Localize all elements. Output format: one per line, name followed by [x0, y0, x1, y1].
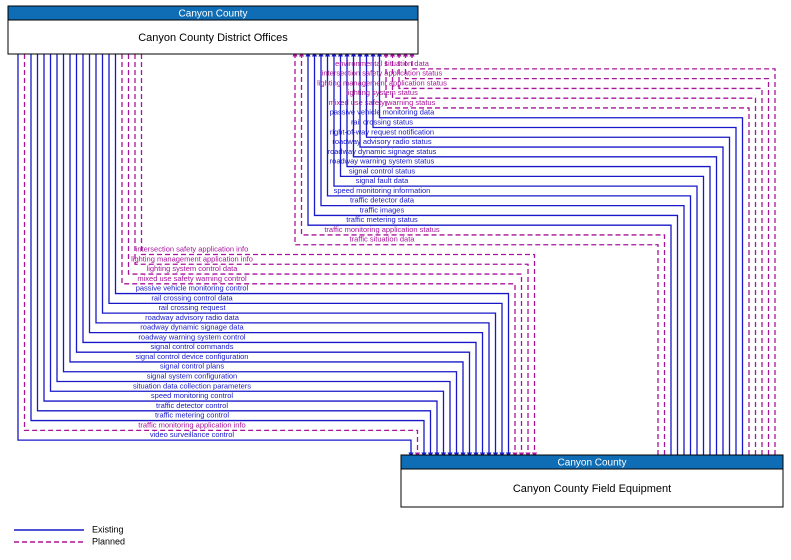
- legend-planned-label: Planned: [92, 536, 125, 546]
- flow-down-label-10: signal control commands: [151, 342, 234, 351]
- flow-down-label-8: roadway dynamic signage data: [140, 323, 244, 332]
- bottom-box: Canyon County Canyon County Field Equipme…: [401, 455, 783, 507]
- flow-up-label-4: mixed use safety warning status: [329, 98, 436, 107]
- top-box: Canyon County Canyon County District Offi…: [8, 6, 418, 54]
- flow-down-label-12: signal control plans: [160, 362, 224, 371]
- flow-up-label-13: speed monitoring information: [334, 186, 431, 195]
- flow-up-label-17: traffic monitoring application status: [324, 225, 440, 234]
- flow-down-label-19: video surveillance control: [150, 430, 235, 439]
- flow-down-label-1: lighting management application info: [131, 254, 253, 263]
- flow-down-label-13: signal system configuration: [147, 372, 237, 381]
- flow-up-label-2: lighting management application status: [317, 78, 447, 87]
- flow-down-label-2: lighting system control data: [147, 264, 239, 273]
- flow-up-label-18: traffic situation data: [350, 235, 416, 244]
- flow-up-label-0: environmental situation data: [335, 59, 430, 68]
- flow-down-label-7: roadway advisory radio data: [145, 313, 240, 322]
- flow-up-label-6: rail crossing status: [351, 118, 413, 127]
- flow-down-label-15: speed monitoring control: [151, 391, 233, 400]
- flow-up-label-5: passive vehicle monitoring data: [330, 108, 435, 117]
- flow-down-label-4: passive vehicle monitoring control: [136, 284, 249, 293]
- flow-down-label-17: traffic metering control: [155, 411, 229, 420]
- flow-up-label-3: lighting system status: [346, 88, 418, 97]
- flow-down-label-9: roadway warning system control: [138, 332, 245, 341]
- bottom-box-body-text: Canyon County Field Equipment: [513, 483, 671, 495]
- top-box-header-text: Canyon County: [179, 9, 248, 20]
- flow-down-label-16: traffic detector control: [156, 401, 228, 410]
- legend-group: Existing Planned: [14, 524, 125, 546]
- flow-up-label-11: signal control status: [349, 166, 416, 175]
- flow-down-label-18: traffic monitoring application info: [138, 420, 245, 429]
- flow-up-label-16: traffic metering status: [346, 215, 418, 224]
- flow-down-label-5: rail crossing control data: [151, 293, 233, 302]
- flow-up-1: [406, 54, 769, 455]
- top-box-body-text: Canyon County District Offices: [138, 32, 288, 44]
- flow-up-label-9: roadway dynamic signage status: [328, 147, 437, 156]
- bottom-box-header-text: Canyon County: [558, 458, 627, 469]
- flow-down-label-11: signal control device configuration: [136, 352, 249, 361]
- flow-up-label-14: traffic detector data: [350, 196, 415, 205]
- flow-up-0: [412, 54, 775, 455]
- legend-existing-label: Existing: [92, 524, 124, 534]
- flow-up-label-15: traffic images: [360, 205, 405, 214]
- flow-up-label-12: signal fault data: [356, 176, 409, 185]
- flow-down-label-6: rail crossing request: [158, 303, 226, 312]
- flow-up-label-8: roadway advisory radio status: [332, 137, 431, 146]
- flow-down-label-3: mixed use safety warning control: [137, 274, 247, 283]
- flow-up-label-10: roadway warning system status: [330, 157, 435, 166]
- flow-up-label-7: right-of-way request notification: [330, 127, 434, 136]
- flow-up-label-1: intersection safety application status: [322, 69, 443, 78]
- flow-down-label-14: situation data collection parameters: [133, 381, 251, 390]
- flow-down-label-0: intersection safety application info: [136, 245, 249, 254]
